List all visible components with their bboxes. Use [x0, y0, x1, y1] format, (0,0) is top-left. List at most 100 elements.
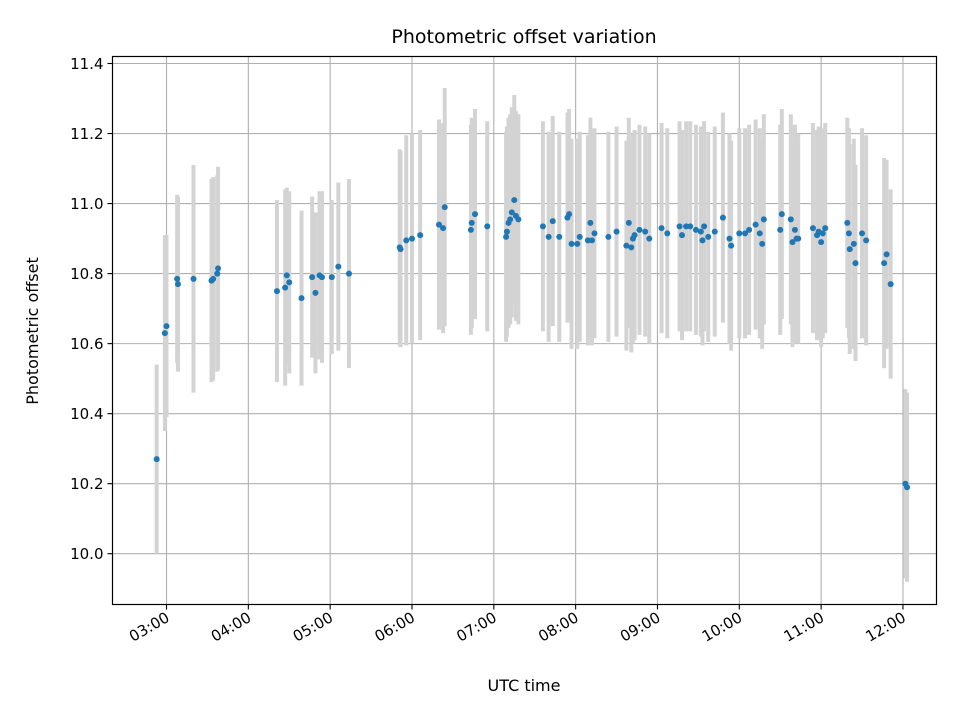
data-point — [591, 230, 598, 237]
data-point — [705, 233, 712, 240]
data-point — [214, 270, 221, 277]
data-point — [664, 230, 671, 237]
y-tick-label: 10.4 — [70, 405, 103, 423]
data-point — [883, 251, 890, 258]
data-point — [576, 233, 583, 240]
data-point — [701, 223, 708, 230]
data-point — [642, 228, 649, 235]
data-point — [699, 237, 706, 244]
data-point — [819, 230, 826, 237]
data-point — [161, 330, 168, 337]
data-point — [726, 235, 733, 242]
data-point — [215, 265, 222, 272]
data-point — [403, 237, 410, 244]
data-point — [845, 230, 852, 237]
data-point — [625, 219, 632, 226]
data-point — [153, 456, 160, 463]
data-point — [809, 225, 816, 232]
data-point — [846, 246, 853, 253]
data-point — [556, 233, 563, 240]
data-point — [789, 239, 796, 246]
y-tick-label: 10.8 — [70, 265, 103, 283]
data-point — [408, 235, 415, 242]
data-point — [549, 218, 556, 225]
data-point — [282, 284, 289, 291]
data-point — [746, 226, 753, 233]
data-points — [153, 197, 911, 491]
data-point — [852, 260, 859, 267]
data-point — [440, 225, 447, 232]
data-point — [904, 484, 911, 491]
data-point — [863, 237, 870, 244]
data-point — [568, 240, 575, 247]
data-point — [503, 233, 510, 240]
data-point — [778, 211, 785, 218]
data-point — [787, 216, 794, 223]
data-point — [692, 226, 699, 233]
data-point — [859, 230, 866, 237]
data-point — [752, 221, 759, 228]
data-point — [515, 216, 522, 223]
y-tick-label: 11.0 — [70, 195, 103, 213]
data-point — [511, 197, 518, 204]
data-point — [760, 216, 767, 223]
data-point — [711, 228, 718, 235]
data-point — [676, 223, 683, 230]
data-point — [623, 242, 630, 249]
data-point — [273, 288, 280, 295]
data-point — [286, 279, 293, 286]
data-point — [795, 235, 802, 242]
data-point — [190, 275, 197, 282]
y-axis-title: Photometric offset — [23, 257, 42, 405]
data-point — [468, 219, 475, 226]
data-point — [887, 281, 894, 288]
data-point — [728, 242, 735, 249]
data-point — [471, 211, 478, 218]
data-point — [417, 232, 424, 239]
x-axis-title: UTC time — [488, 676, 561, 695]
plot-frame — [111, 55, 938, 606]
data-point — [345, 270, 352, 277]
data-point — [881, 260, 888, 267]
data-point — [467, 226, 474, 233]
data-point — [631, 232, 638, 239]
data-point — [298, 295, 305, 302]
data-point — [566, 211, 573, 218]
data-point — [545, 233, 552, 240]
data-point — [613, 228, 620, 235]
y-axis-ticks: 10.0 10.2 10.4 10.6 10.8 11.0 11.2 11.4 — [70, 55, 113, 563]
y-tick-label: 11.2 — [70, 125, 103, 143]
y-tick-label: 10.2 — [70, 475, 103, 493]
data-point — [574, 240, 581, 247]
data-point — [756, 230, 763, 237]
data-point — [697, 228, 704, 235]
data-point — [719, 214, 726, 221]
data-point — [736, 230, 743, 237]
data-point — [503, 228, 510, 235]
data-point — [844, 219, 851, 226]
data-point — [309, 274, 316, 281]
data-point — [539, 223, 546, 230]
data-point — [335, 263, 342, 270]
data-point — [850, 240, 857, 247]
data-point — [777, 226, 784, 233]
data-point — [822, 225, 829, 232]
data-point — [742, 230, 749, 237]
data-point — [587, 219, 594, 226]
data-point — [318, 274, 325, 281]
data-point — [507, 216, 514, 223]
data-point — [397, 246, 404, 253]
data-point — [210, 275, 217, 282]
data-point — [589, 237, 596, 244]
data-point — [818, 239, 825, 246]
data-point — [759, 240, 766, 247]
data-point — [283, 272, 290, 279]
y-tick-label: 11.4 — [70, 55, 103, 73]
data-point — [163, 323, 170, 330]
data-point — [174, 275, 181, 282]
y-tick-label: 10.6 — [70, 335, 103, 353]
y-tick-label: 10.0 — [70, 545, 103, 563]
data-point — [791, 226, 798, 233]
chart-title: Photometric offset variation — [391, 26, 656, 48]
